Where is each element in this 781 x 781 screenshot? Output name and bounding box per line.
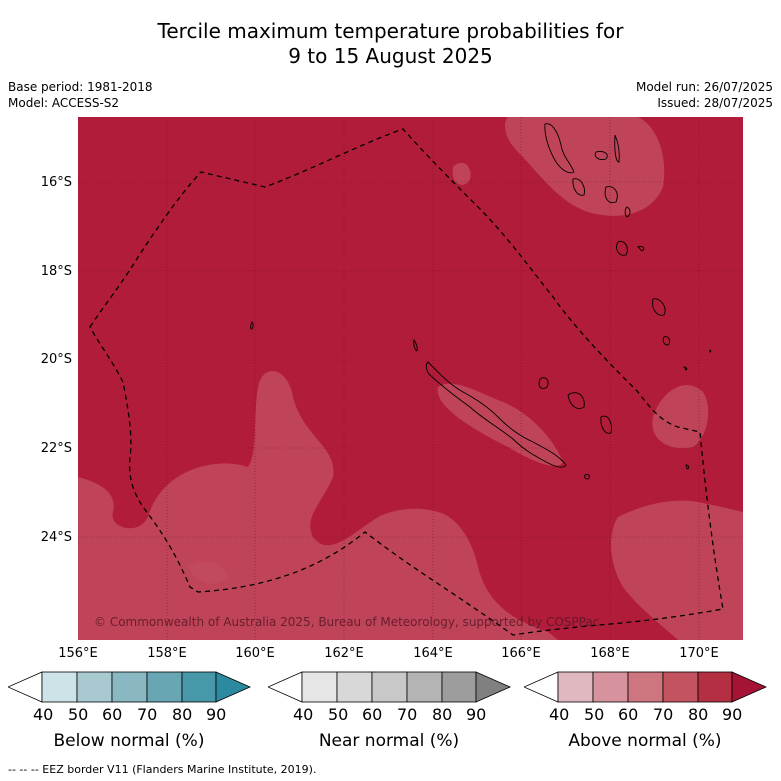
region-east-mid: [652, 385, 709, 449]
eez-footnote: -- -- -- EEZ border V11 (Flanders Marine…: [8, 763, 317, 776]
cb-below-tick-60: 60: [102, 705, 123, 724]
cb-below-seg-3: [111, 671, 148, 703]
cb-above-seg-2: [592, 671, 629, 703]
lon-tick-166e: 166°E: [501, 646, 541, 661]
cb-above-tick-90: 90: [722, 705, 743, 724]
cb-below-tick-90: 90: [206, 705, 227, 724]
chesterfield-1: [250, 321, 254, 330]
cb-near-seg-6: [475, 671, 511, 703]
lon-tick-162e: 162°E: [324, 646, 364, 661]
lat-tick-18s: 18°S: [40, 264, 72, 279]
vanuatu-erromango: [616, 240, 628, 256]
vanuatu-espiritu-santo: [544, 123, 575, 174]
cb-above-seg-3: [627, 671, 664, 703]
lat-tick-24s: 24°S: [40, 530, 72, 545]
new-caledonia-grande-terre: [425, 361, 567, 468]
cb-near-tick-70: 70: [397, 705, 418, 724]
region-southwest-blob: [188, 561, 228, 584]
cb-above-seg-6: [731, 671, 767, 703]
near-normal-label: Near normal (%): [318, 731, 460, 751]
loyalty-islands-1: [538, 377, 549, 390]
cb-near-seg-3: [371, 671, 408, 703]
cb-near-tick-80: 80: [432, 705, 453, 724]
cb-above-tick-60: 60: [618, 705, 639, 724]
region-new-caledonia: [437, 383, 563, 467]
map-gridlines: [78, 117, 743, 640]
cb-below-tick-80: 80: [172, 705, 193, 724]
vanuatu-efate: [604, 186, 618, 204]
colorbar-near-normal: [268, 671, 511, 703]
loyalty-islands-3: [600, 415, 612, 434]
loyalty-islands-2: [567, 392, 585, 409]
cb-above-seg-0: [524, 671, 559, 703]
cb-above-seg-4: [662, 671, 699, 703]
colorbar-above-normal: [524, 671, 767, 703]
cb-near-tick-90: 90: [466, 705, 487, 724]
belep-islands: [413, 338, 418, 352]
lon-tick-160e: 160°E: [235, 646, 275, 661]
cb-near-tick-60: 60: [362, 705, 383, 724]
cb-above-seg-5: [697, 671, 733, 703]
vanuatu-ambae: [594, 151, 608, 160]
copyright-text: © Commonwealth of Australia 2025, Bureau…: [94, 615, 599, 629]
model-text: Model: ACCESS-S2: [8, 96, 120, 110]
meta-right: Model run: 26/07/2025 Issued: 28/07/2025: [636, 79, 773, 111]
cb-above-tick-80: 80: [688, 705, 709, 724]
cb-below-seg-2: [76, 671, 113, 703]
model-run-text: Model run: 26/07/2025: [635, 80, 773, 94]
cb-near-seg-0: [268, 671, 303, 703]
lat-tick-22s: 22°S: [40, 441, 72, 456]
meta-left: Base period: 1981-2018 Model: ACCESS-S2: [8, 79, 153, 111]
lon-tick-170e: 170°E: [679, 646, 719, 661]
vanuatu-tanna: [652, 298, 666, 316]
cb-below-tick-70: 70: [137, 705, 158, 724]
vanuatu-malekula: [572, 178, 585, 196]
below-normal-label: Below normal (%): [53, 731, 205, 751]
chart-title-line1: Tercile maximum temperature probabilitie…: [157, 19, 624, 43]
lat-tick-20s: 20°S: [40, 352, 72, 367]
vanuatu-aneityum: [662, 336, 671, 346]
region-east-south: [611, 500, 743, 640]
cb-above-seg-1: [557, 671, 594, 703]
eez-border: [89, 128, 724, 636]
cb-near-tick-40: 40: [293, 705, 314, 724]
cb-below-tick-50: 50: [68, 705, 89, 724]
cb-near-seg-4: [406, 671, 443, 703]
chart-title-line2: 9 to 15 August 2025: [288, 44, 493, 68]
cb-above-tick-70: 70: [653, 705, 674, 724]
lat-tick-16s: 16°S: [40, 175, 72, 190]
small-isle-1: [685, 464, 690, 470]
region-vanuatu: [505, 117, 665, 216]
cb-near-seg-5: [441, 671, 477, 703]
cb-below-seg-4: [146, 671, 183, 703]
region-small-north: [452, 162, 471, 185]
lon-tick-168e: 168°E: [590, 646, 630, 661]
cb-near-seg-1: [301, 671, 338, 703]
small-isle-2: [709, 349, 712, 353]
landmasses: [250, 123, 712, 480]
cb-above-tick-50: 50: [584, 705, 605, 724]
base-period-text: Base period: 1981-2018: [8, 80, 153, 94]
matthew-island: [683, 366, 688, 371]
cb-near-seg-2: [336, 671, 373, 703]
probability-70-80-regions: [78, 117, 743, 640]
lon-tick-156e: 156°E: [58, 646, 98, 661]
cb-near-tick-50: 50: [328, 705, 349, 724]
cb-below-tick-40: 40: [33, 705, 54, 724]
cb-below-seg-1: [41, 671, 78, 703]
colorbar-below-normal: [8, 671, 251, 703]
probability-map: © Commonwealth of Australia 2025, Bureau…: [78, 117, 743, 640]
cb-above-tick-40: 40: [549, 705, 570, 724]
vanuatu-pentecost: [614, 134, 620, 163]
lon-tick-158e: 158°E: [147, 646, 187, 661]
issued-text: Issued: 28/07/2025: [657, 96, 773, 110]
isle-of-pines: [584, 474, 590, 480]
cb-below-seg-0: [8, 671, 43, 703]
cb-below-seg-5: [181, 671, 217, 703]
vanuatu-small-1: [624, 206, 631, 218]
cb-below-seg-6: [215, 671, 251, 703]
vanuatu-small-2: [637, 246, 645, 252]
above-normal-label: Above normal (%): [568, 731, 722, 751]
lon-tick-164e: 164°E: [413, 646, 453, 661]
